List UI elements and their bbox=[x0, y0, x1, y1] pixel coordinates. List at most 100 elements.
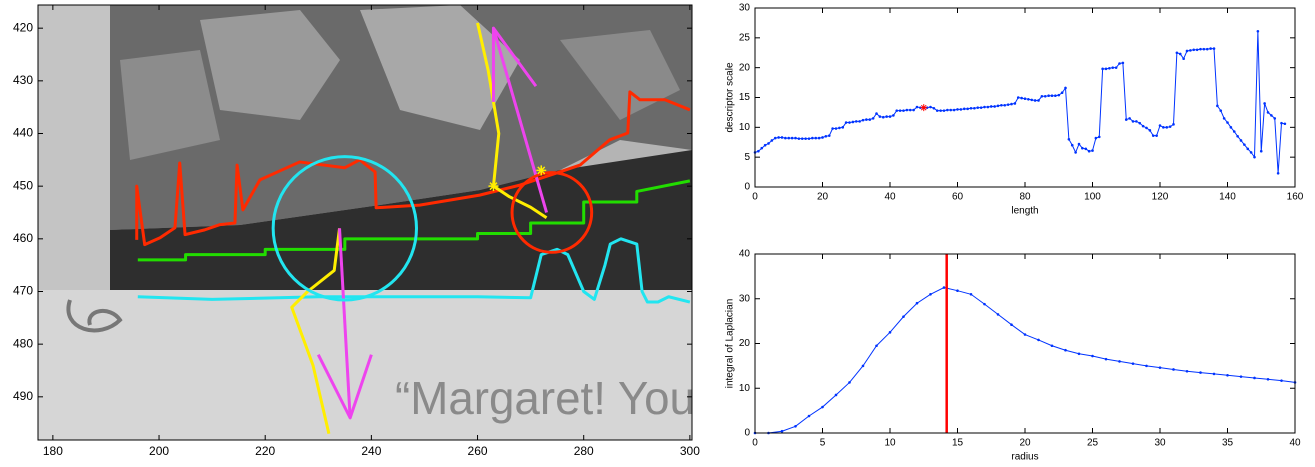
data-point bbox=[1114, 66, 1118, 69]
data-point bbox=[1006, 103, 1010, 106]
data-point bbox=[986, 105, 990, 109]
y-tick-label: 470 bbox=[13, 284, 33, 298]
data-point bbox=[888, 115, 892, 118]
y-tick-label: 10 bbox=[739, 383, 751, 394]
data-point bbox=[1141, 124, 1145, 128]
data-point bbox=[1050, 94, 1054, 98]
contour-line bbox=[316, 354, 373, 420]
y-tick-label: 40 bbox=[739, 249, 751, 260]
data-point bbox=[784, 136, 787, 140]
data-point bbox=[790, 136, 794, 140]
data-point bbox=[827, 134, 831, 137]
data-point bbox=[1084, 147, 1088, 151]
data-line bbox=[755, 287, 1296, 434]
data-point bbox=[1185, 369, 1189, 373]
data-point bbox=[875, 112, 878, 115]
data-point bbox=[824, 134, 828, 138]
data-point bbox=[942, 286, 946, 289]
data-point bbox=[773, 136, 777, 140]
data-point bbox=[875, 344, 878, 348]
data-point bbox=[1077, 352, 1081, 356]
data-point bbox=[1013, 102, 1017, 105]
y-tick-label: 440 bbox=[13, 126, 33, 140]
y-tick-label: 5 bbox=[744, 152, 750, 163]
scale-circle bbox=[271, 155, 418, 302]
data-point bbox=[942, 109, 946, 112]
data-point bbox=[1101, 67, 1104, 71]
data-point bbox=[1121, 61, 1125, 65]
data-point bbox=[1151, 134, 1155, 137]
data-point bbox=[861, 364, 865, 368]
data-point bbox=[1040, 95, 1044, 98]
data-point bbox=[807, 414, 811, 418]
data-point bbox=[838, 126, 841, 130]
data-point bbox=[949, 108, 953, 112]
data-point bbox=[1216, 104, 1219, 108]
y-tick-label: 15 bbox=[739, 92, 751, 103]
data-point bbox=[871, 117, 875, 120]
data-point bbox=[946, 108, 949, 112]
contour-line bbox=[137, 237, 691, 304]
data-point bbox=[902, 315, 905, 318]
x-tick-label: 35 bbox=[1222, 438, 1234, 449]
data-point bbox=[821, 136, 824, 139]
y-tick-label: 25 bbox=[739, 32, 751, 43]
data-point bbox=[1138, 121, 1142, 125]
data-point bbox=[993, 105, 996, 108]
x-tick-label: 240 bbox=[361, 444, 381, 458]
data-point bbox=[939, 109, 942, 112]
data-point bbox=[1081, 146, 1084, 150]
data-point bbox=[780, 136, 784, 139]
data-point bbox=[770, 139, 774, 142]
data-point bbox=[1043, 95, 1047, 98]
y-tick-label: 430 bbox=[13, 73, 33, 87]
data-point bbox=[996, 104, 1000, 108]
data-point bbox=[895, 109, 899, 112]
data-point bbox=[1273, 117, 1277, 120]
x-tick-label: 80 bbox=[1019, 192, 1031, 203]
data-point bbox=[1175, 51, 1179, 55]
x-tick-label: 160 bbox=[1287, 192, 1304, 203]
data-point bbox=[757, 149, 760, 153]
data-point bbox=[1226, 121, 1229, 124]
data-point bbox=[1067, 137, 1071, 141]
data-point bbox=[1226, 373, 1229, 377]
data-point bbox=[841, 126, 845, 129]
data-point bbox=[929, 292, 932, 296]
data-point bbox=[1202, 47, 1206, 51]
data-point bbox=[767, 142, 770, 145]
data-point bbox=[1212, 372, 1216, 376]
data-point bbox=[763, 143, 767, 147]
data-point bbox=[1162, 126, 1165, 129]
data-point bbox=[952, 108, 956, 112]
data-point bbox=[1158, 366, 1162, 369]
data-point bbox=[1050, 344, 1054, 348]
data-point bbox=[1219, 109, 1223, 112]
x-tick-label: 180 bbox=[43, 444, 63, 458]
data-point bbox=[794, 424, 797, 428]
data-point bbox=[1232, 130, 1236, 133]
data-point bbox=[1118, 360, 1121, 363]
y-tick-label: 20 bbox=[739, 338, 751, 349]
y-tick-label: 20 bbox=[739, 62, 751, 73]
x-tick-label: 140 bbox=[1219, 192, 1236, 203]
data-point bbox=[1236, 134, 1239, 138]
data-point bbox=[1209, 47, 1212, 50]
x-tick-label: 40 bbox=[1289, 438, 1301, 449]
data-point bbox=[996, 313, 1000, 316]
x-tick-label: 220 bbox=[255, 444, 275, 458]
data-point bbox=[908, 108, 912, 112]
data-point bbox=[885, 115, 888, 118]
data-point bbox=[1057, 93, 1061, 97]
x-tick-label: 20 bbox=[1019, 438, 1031, 449]
data-point bbox=[932, 106, 936, 110]
data-point bbox=[1064, 86, 1067, 90]
star-marker bbox=[536, 165, 547, 176]
x-tick-label: 120 bbox=[1152, 192, 1169, 203]
data-point bbox=[1199, 371, 1202, 374]
data-point bbox=[1037, 99, 1040, 102]
data-point bbox=[1212, 47, 1216, 50]
data-point bbox=[1118, 62, 1121, 65]
y-tick-label: 480 bbox=[13, 336, 33, 350]
